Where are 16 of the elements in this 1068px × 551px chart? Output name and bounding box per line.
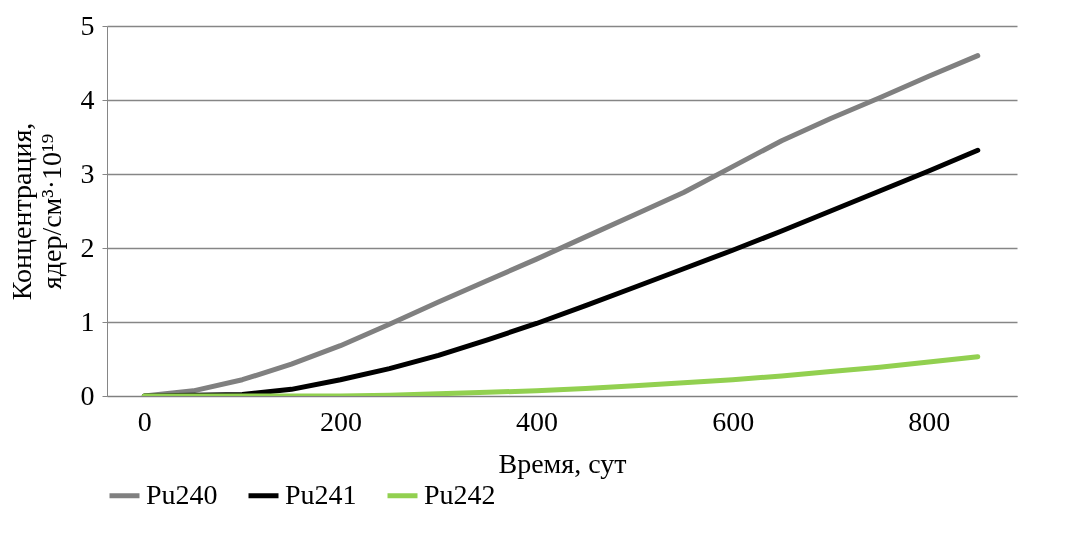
x-tick-label: 200 xyxy=(319,405,362,437)
y-tick-label: 4 xyxy=(80,83,95,115)
y-axis-title: Концентрация, ядер/см³·10¹⁹ xyxy=(5,122,67,301)
legend-label: Pu242 xyxy=(424,478,496,510)
x-tick-label: 0 xyxy=(137,405,152,437)
legend-label: Pu241 xyxy=(285,478,357,510)
y-tick-label: 5 xyxy=(80,9,95,41)
y-tick-label: 1 xyxy=(80,305,95,337)
y-tick-label: 3 xyxy=(80,157,95,189)
x-tick-label: 800 xyxy=(908,405,951,437)
x-axis-title: Время, сут xyxy=(498,447,627,479)
y-tick-label: 2 xyxy=(80,231,95,263)
x-tick-label: 400 xyxy=(516,405,558,437)
x-tick-label: 600 xyxy=(712,405,755,437)
legend-label: Pu240 xyxy=(146,478,218,510)
y-tick-label: 0 xyxy=(80,379,95,411)
